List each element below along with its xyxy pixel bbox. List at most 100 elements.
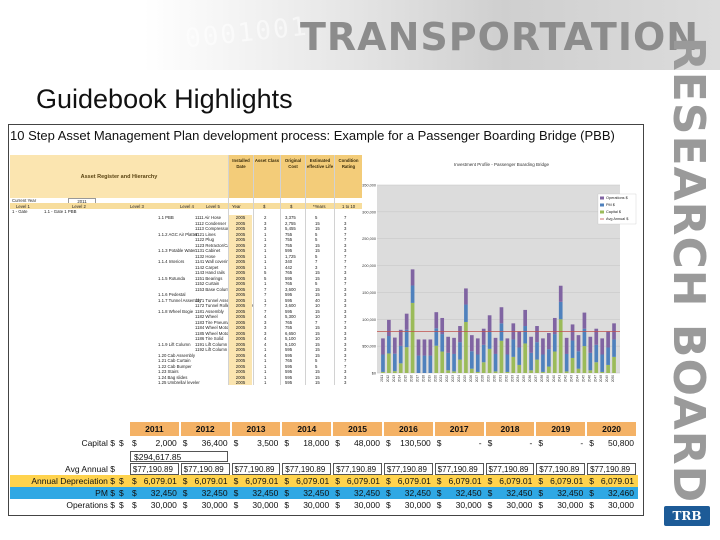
x-tick-label: 2041 [558,375,562,382]
register-row: 1142 Carpet 2005 1 442 3 7 [10,264,362,271]
summary-value-cell: 6,079.01 [194,476,228,486]
summary-value-cell: $77,190.89 [485,463,535,475]
register-body: 1 - Gate 1.1 - Gate 1 PBB 1.1 PBB 1111 Ai… [10,209,362,385]
condition-rating-cell: 3 [344,275,347,281]
x-tick-label: 2045 [581,375,585,382]
bar-operations [464,288,468,305]
bar-pm [398,345,403,364]
summary-value-cell: - [478,438,482,448]
currency-symbol: $ [119,488,124,498]
effective-life-cell: 15 [315,347,320,352]
original-cost-cell: 595 [285,369,293,374]
asset-class-cell: 7 [264,286,267,292]
asset-class-cell: 3 [264,330,267,336]
bar-capital [523,343,527,373]
unit-header-cost: $ [290,204,293,209]
col-condition-rating: Condition Rating [338,158,359,169]
legend-swatch [600,203,604,207]
x-tick-label: 2038 [540,375,544,382]
asset-class-cell: 3 [264,226,267,231]
installed-date-cell: 2005 [229,347,252,353]
y-tick-label: $300,000 [362,210,376,214]
effective-life-cell: 7 [315,259,318,264]
bar-pm [392,353,397,372]
bar-operations [541,338,545,355]
currency-symbol: $ [487,500,493,510]
brand-research-board: RESEARCH BOARD [663,36,714,504]
currency-symbol: $ [335,488,340,498]
summary-value-cell: $77,190.89 [384,463,433,475]
condition-rating-cell: 3 [344,226,347,231]
currency-symbol: $ [436,488,442,498]
effective-life-cell: 15 [315,220,320,226]
bar-capital [564,371,569,373]
currency-symbol: $ [589,488,594,498]
register-row: 1123 Retractor/Cable Reel 2005 2 755 15 3 [10,242,362,249]
condition-rating-cell: 3 [344,325,347,330]
bar-pm [428,355,433,373]
x-tick-label: 2017 [416,375,420,382]
installed-date-cell: 2005 [229,264,252,271]
currency-symbol: $ [119,476,124,486]
original-cost-cell: 595 [285,347,293,352]
year-header-cell: 2012 [180,422,231,436]
level4-cell: 1.1 PBB [158,215,174,220]
original-cost-cell: 595 [285,308,293,314]
bar-pm [552,334,557,352]
condition-rating-cell: 3 [344,308,347,314]
installed-date-cell: 2005 [229,358,252,364]
summary-value-cell: 50,800 [607,438,634,448]
bar-capital [541,371,545,373]
bar-pm [422,355,427,373]
installed-date-cell: 2005 [229,270,252,276]
effective-life-cell: 10 [315,336,320,341]
level4-cell: 1.1.4 Interiors [158,259,185,264]
x-tick-label: 2028 [481,375,485,382]
brand-side-panel [655,70,720,470]
level4-cell: 1.23 Stairs [158,369,179,374]
bar-operations [428,339,433,356]
asset-class-cell: 4 [264,314,267,319]
level4-cell: 1.20 Cab Assembly [158,352,196,358]
asset-class-cell: 1 [264,380,267,385]
bar-capital [470,368,474,373]
condition-rating-cell: 3 [344,336,347,341]
original-cost-cell: 755 [285,325,293,330]
bar-operations [381,338,385,355]
level5-cell: 1171 Tunnel Assemblies [195,297,242,303]
x-tick-label: 2032 [504,375,508,382]
currency-symbol: $ [436,476,442,486]
currency-symbol: $ [335,438,340,448]
original-cost-cell: 595 [285,292,293,297]
effective-life-cell: 15 [315,275,320,281]
original-cost-cell: 755 [285,242,293,248]
register-row: 1185 Wheel Motor AC Drive 2005 3 6,650 15 3 [10,330,362,337]
currency-symbol: $ [487,476,493,486]
summary-year-header: 2011 2012 2013 2014 2015 2016 2017 2018 2019 2020 [10,422,638,436]
legend-label: Operations $ [606,196,629,200]
level4-cell: 1.1.8 Wheel Bogie [158,308,194,314]
bar-pm [487,331,492,349]
installed-date-cell: 2005 [229,369,252,375]
bar-pm [523,326,527,344]
bar-pm [535,342,539,360]
installed-date-cell: 2005 [229,380,252,385]
x-tick-label: 2018 [421,375,425,382]
summary-value-cell: - [580,438,584,448]
level4-cell: 1.1.5 Rotunda [158,275,185,281]
summary-value-cell: 30,000 [607,500,634,510]
condition-rating-cell: 3 [344,286,347,292]
summary-value-cell: 30,000 [557,500,584,510]
register-row: 1.22 Cab Bumper 2005 1 595 5 7 [10,363,362,370]
bar-capital [499,340,504,373]
x-tick-label: 2034 [516,375,520,382]
level5-cell: 1191 Lift Column Motors [195,341,242,347]
installed-date-cell: 2005 [229,248,252,254]
x-tick-label: 2026 [469,375,473,382]
legend-label: Capital $ [606,210,622,214]
bar-pm [416,355,421,373]
summary-table: 2011 2012 2013 2014 2015 2016 2017 2018 2019 2020… [10,386,638,514]
original-cost-cell: 5,100 [285,336,296,341]
bar-operations [529,336,533,353]
level4-cell: 1.1.6 Pedestal [158,292,186,297]
